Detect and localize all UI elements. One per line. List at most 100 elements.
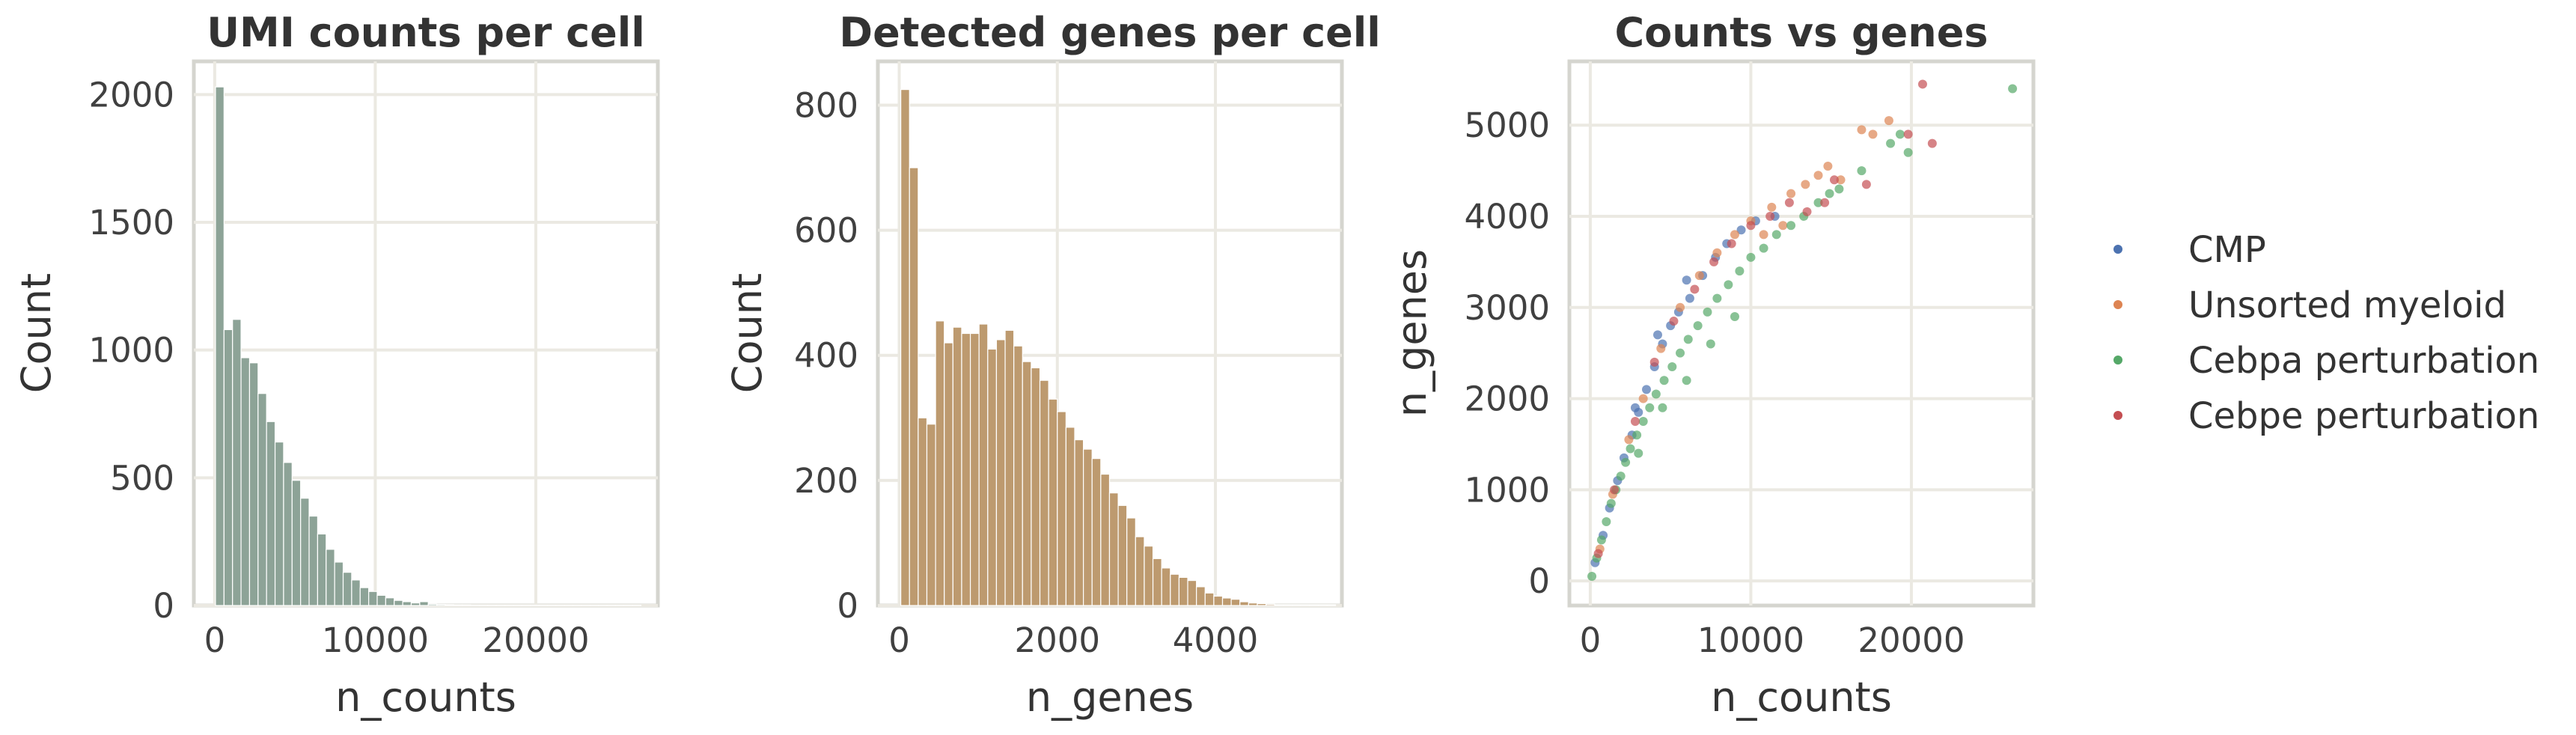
- scatter-point-unsorted-myeloid: [1656, 344, 1666, 353]
- scatter-point-cebpa-perturbation: [1659, 376, 1669, 385]
- scatter-point-cebpa-perturbation: [1834, 184, 1844, 194]
- histogram-bar-umi: [257, 393, 267, 606]
- histogram-bar-genes: [1039, 379, 1049, 606]
- chart-title-genes: Detected genes per cell: [839, 9, 1380, 56]
- histogram-bar-genes: [1274, 604, 1284, 606]
- legend: CMP Unsorted myeloid Cebpa perturbation …: [2113, 229, 2539, 437]
- histogram-bar-genes: [1065, 427, 1075, 606]
- scatter-point-unsorted-myeloid: [1624, 435, 1634, 445]
- y-tick-label-umi: 0: [153, 586, 174, 626]
- scatter-point-cebpe-perturbation: [1917, 79, 1927, 89]
- scatter-point-cebpe-perturbation: [1630, 417, 1640, 427]
- y-tick-label-genes: 400: [794, 336, 858, 376]
- y-tick-label-umi: 1000: [88, 331, 174, 370]
- histogram-bar-genes: [918, 417, 928, 606]
- scatter-point-cebpa-perturbation: [1771, 230, 1781, 240]
- ticks-umi: 0 10000 20000 0 500 1000 1500 2000: [88, 75, 589, 660]
- histogram-bar-genes: [1257, 603, 1267, 606]
- histogram-bar-genes: [926, 424, 936, 606]
- scatter-point-cebpa-perturbation: [1634, 448, 1643, 458]
- x-tick-label-umi: 10000: [322, 620, 429, 660]
- histogram-bar-genes: [1300, 604, 1310, 606]
- histogram-bar-genes: [1022, 361, 1032, 606]
- scatter-point-cebpe-perturbation: [1593, 549, 1603, 558]
- scatter-point-cebpa-perturbation: [1813, 198, 1823, 207]
- histogram-bar-genes: [995, 339, 1006, 606]
- scatter-point-cmp: [1641, 385, 1651, 394]
- scatter-point-unsorted-myeloid: [1836, 175, 1846, 185]
- scatter-point-unsorted-myeloid: [1801, 180, 1810, 189]
- histogram-bar-genes: [1196, 586, 1206, 606]
- histogram-bar-genes: [961, 332, 971, 606]
- histogram-bar-genes: [952, 326, 962, 606]
- histogram-bar-genes: [1283, 604, 1293, 606]
- scatter-point-unsorted-myeloid: [1813, 171, 1823, 180]
- scatter-point-cebpa-perturbation: [1746, 252, 1756, 262]
- histogram-bar-umi: [410, 602, 421, 606]
- scatter-point-cebpe-perturbation: [1765, 212, 1775, 222]
- scatter-point-unsorted-myeloid: [1778, 221, 1788, 231]
- scatter-point-cebpa-perturbation: [1638, 417, 1648, 427]
- scatter-point-unsorted-myeloid: [1694, 271, 1704, 281]
- scatter-point-cebpa-perturbation: [1730, 311, 1739, 321]
- histogram-bar-umi: [232, 319, 242, 606]
- points-scatter: [1587, 79, 2018, 582]
- x-tick-label-genes: 2000: [1014, 620, 1100, 660]
- histogram-bar-genes: [1031, 367, 1041, 606]
- legend-marker-cebpa-perturbation: [2113, 356, 2122, 365]
- histogram-bar-genes: [900, 89, 910, 606]
- scatter-point-cebpe-perturbation: [1802, 207, 1812, 216]
- chart-title-umi: UMI counts per cell: [207, 9, 645, 56]
- scatter-point-cmp: [1682, 275, 1691, 285]
- scatter-point-unsorted-myeloid: [1767, 202, 1777, 212]
- scatter-point-cebpe-perturbation: [1903, 129, 1913, 139]
- histogram-bar-umi: [445, 604, 454, 606]
- histogram-bar-genes: [1100, 473, 1111, 606]
- scatter-point-cmp: [1736, 225, 1746, 235]
- scatter-point-unsorted-myeloid: [1759, 230, 1768, 240]
- histogram-bar-umi: [351, 579, 361, 606]
- scatter-point-unsorted-myeloid: [1857, 125, 1867, 135]
- histogram-bar-umi: [248, 362, 259, 606]
- x-tick-label-umi: 0: [204, 620, 226, 660]
- scatter-point-cebpe-perturbation: [1829, 175, 1839, 185]
- legend-marker-cebpe-perturbation: [2113, 411, 2122, 420]
- histogram-bar-umi: [368, 591, 378, 606]
- scatter-point-cebpa-perturbation: [1645, 403, 1655, 412]
- histogram-bar-genes: [1048, 398, 1058, 606]
- scatter-point-cebpa-perturbation: [1606, 498, 1616, 508]
- scatter-point-unsorted-myeloid: [1730, 230, 1739, 240]
- x-tick-label-scatter: 0: [1580, 620, 1602, 660]
- histogram-bar-umi: [436, 604, 446, 606]
- y-tick-label-umi: 1500: [88, 203, 174, 243]
- scatter-point-cebpa-perturbation: [1676, 348, 1685, 358]
- histogram-bar-umi: [376, 594, 386, 606]
- histogram-bar-umi: [326, 549, 335, 606]
- scatter-point-cebpa-perturbation: [1735, 266, 1745, 276]
- histogram-bar-genes: [1230, 599, 1241, 606]
- scatter-point-cebpa-perturbation: [1693, 321, 1703, 331]
- legend-label-cebpa-perturbation: Cebpa perturbation: [2188, 340, 2539, 382]
- histogram-bar-genes: [1004, 329, 1015, 606]
- histogram-bar-umi: [394, 600, 403, 606]
- panel-genes-histogram: 0 2000 4000 0 200 400 600 800 Detected genes pe…: [724, 9, 1381, 721]
- histogram-bar-umi: [266, 421, 276, 606]
- scatter-point-cebpa-perturbation: [1616, 472, 1626, 481]
- y-tick-label-umi: 500: [110, 458, 174, 498]
- histogram-bar-umi: [300, 498, 310, 606]
- histogram-bar-umi: [402, 601, 412, 606]
- histogram-bar-umi: [317, 533, 327, 606]
- scatter-point-unsorted-myeloid: [1638, 394, 1648, 403]
- scatter-point-cmp: [1652, 330, 1662, 340]
- scatter-point-cebpa-perturbation: [1786, 221, 1796, 231]
- y-tick-label-scatter: 1000: [1464, 470, 1550, 510]
- scatter-point-cebpa-perturbation: [1651, 389, 1661, 399]
- bars-umi: [215, 86, 642, 606]
- x-tick-label-scatter: 10000: [1697, 620, 1804, 660]
- y-tick-label-scatter: 0: [1528, 561, 1550, 601]
- histogram-bar-umi: [462, 604, 471, 606]
- scatter-point-cebpa-perturbation: [1621, 457, 1631, 467]
- scatter-point-unsorted-myeloid: [1823, 162, 1833, 171]
- y-tick-label-scatter: 4000: [1464, 197, 1550, 237]
- scatter-point-cebpe-perturbation: [1820, 198, 1830, 207]
